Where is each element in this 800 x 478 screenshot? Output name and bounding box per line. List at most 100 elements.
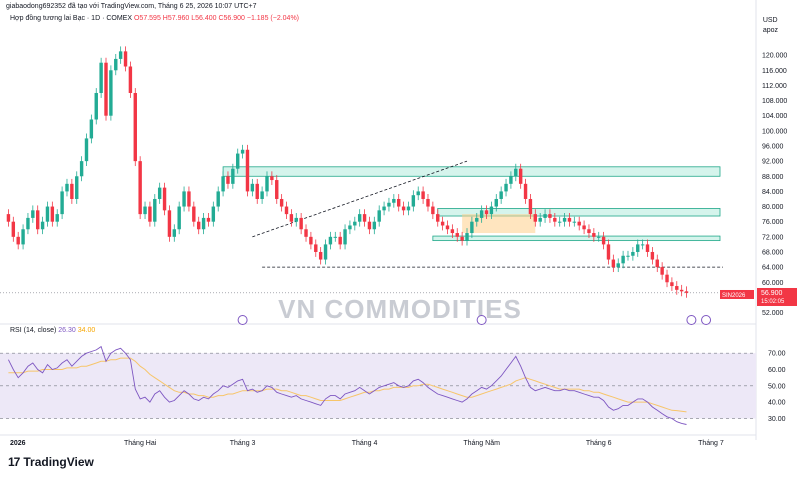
candle-body bbox=[543, 214, 547, 218]
orange-zone bbox=[462, 214, 536, 234]
price-tick-label: 100.000 bbox=[762, 128, 787, 135]
candle-body bbox=[679, 289, 684, 292]
candle-body bbox=[148, 206, 152, 222]
candle-body bbox=[357, 214, 362, 222]
candle-body bbox=[333, 236, 337, 238]
candle-body bbox=[372, 221, 377, 230]
candle-body bbox=[187, 191, 191, 207]
candle-body bbox=[216, 191, 220, 207]
candle-body bbox=[406, 206, 411, 211]
candle-body bbox=[636, 244, 640, 252]
candle-body bbox=[16, 236, 20, 245]
candle-body bbox=[294, 217, 298, 222]
candle-body bbox=[231, 168, 235, 184]
candle-body bbox=[445, 225, 450, 230]
candle-body bbox=[21, 229, 25, 245]
candle-body bbox=[562, 217, 567, 222]
candle-body bbox=[314, 244, 318, 252]
candle-body bbox=[655, 259, 659, 268]
candle-body bbox=[631, 251, 635, 256]
candle-body bbox=[475, 217, 479, 222]
candle-body bbox=[36, 210, 40, 230]
candle-body bbox=[275, 180, 279, 199]
rsi-value: 26.30 bbox=[58, 327, 76, 334]
candle-body bbox=[348, 225, 352, 230]
candle-body bbox=[260, 191, 264, 199]
candle-body bbox=[104, 62, 108, 116]
event-marker-icon bbox=[237, 315, 248, 325]
candle-body bbox=[470, 221, 474, 234]
price-tick-label: 120.000 bbox=[762, 53, 787, 60]
rsi-tick-label: 30.00 bbox=[768, 416, 786, 423]
candle-body bbox=[411, 195, 416, 207]
candle-body bbox=[426, 198, 430, 207]
candle-body bbox=[621, 255, 625, 264]
time-tick-label: Tháng 6 bbox=[586, 440, 612, 447]
candle-body bbox=[167, 210, 172, 237]
time-tick-label: Tháng 4 bbox=[352, 440, 378, 447]
price-tick-label: 64.000 bbox=[762, 265, 784, 272]
candle-body bbox=[392, 198, 396, 203]
time-tick-label: 2026 bbox=[10, 440, 26, 447]
last-price-tag bbox=[757, 287, 797, 306]
price-tick-label: 72.000 bbox=[762, 234, 784, 241]
price-tick-label: 76.000 bbox=[762, 219, 784, 226]
candle-body bbox=[65, 183, 69, 192]
time-tick-label: Tháng 7 bbox=[698, 440, 724, 447]
event-marker-icon bbox=[686, 315, 697, 325]
candle-body bbox=[592, 233, 596, 237]
candle-body bbox=[660, 267, 664, 275]
candle-body bbox=[528, 198, 533, 215]
candle-body bbox=[157, 187, 162, 199]
candle-body bbox=[587, 229, 591, 234]
candle-body bbox=[75, 176, 79, 199]
tradingview-logo[interactable]: 17 TradingView bbox=[8, 455, 94, 469]
candle-body bbox=[665, 274, 669, 283]
event-marker-icon bbox=[701, 315, 712, 325]
price-tick-label: 96.000 bbox=[762, 143, 784, 150]
candle-body bbox=[60, 191, 64, 215]
candle-body bbox=[504, 183, 508, 192]
candle-body bbox=[299, 217, 303, 230]
candle-body bbox=[99, 62, 103, 93]
chart-header: giabaodong692352 đã tạo với TradingView.… bbox=[6, 3, 257, 10]
candle-body bbox=[133, 92, 137, 162]
candle-body bbox=[270, 176, 274, 181]
time-tick-label: Tháng 3 bbox=[230, 440, 256, 447]
candle-body bbox=[436, 214, 440, 222]
candle-body bbox=[309, 236, 313, 245]
candle-body bbox=[650, 251, 655, 260]
candle-body bbox=[265, 176, 269, 192]
candle-body bbox=[640, 244, 645, 246]
rsi-legend: RSI (14, close) 26.30 34.00 bbox=[10, 327, 95, 334]
candle-body bbox=[118, 51, 123, 59]
ohlc-values: O57.595 H57.960 L56.400 C56.900 −1.185 (… bbox=[133, 15, 300, 22]
symbol-title[interactable]: Hợp đồng tương lai Bạc · 1D · COMEX bbox=[10, 15, 133, 22]
price-tick-label: 60.000 bbox=[762, 280, 784, 287]
candle-body bbox=[79, 161, 84, 177]
candle-body bbox=[143, 206, 147, 215]
rsi-label[interactable]: RSI (14, close) bbox=[10, 327, 57, 334]
candle-body bbox=[245, 149, 250, 192]
candle-body bbox=[455, 233, 459, 237]
price-tick-label: 80.000 bbox=[762, 204, 784, 211]
candle-body bbox=[606, 244, 611, 260]
candle-body bbox=[128, 66, 133, 93]
candle-body bbox=[440, 221, 445, 226]
currency-label[interactable]: USD apoz bbox=[763, 16, 778, 36]
price-tick-label: 112.000 bbox=[762, 83, 787, 90]
candle-body bbox=[201, 217, 206, 230]
candle-body bbox=[40, 221, 45, 230]
candle-body bbox=[416, 191, 420, 196]
symbol-tag-text: SIN2026 bbox=[722, 293, 746, 299]
candle-body bbox=[255, 183, 259, 199]
time-tick-label: Tháng Năm bbox=[463, 440, 500, 447]
candle-body bbox=[431, 206, 435, 215]
symbol-legend: Hợp đồng tương lai Bạc · 1D · COMEX O57.… bbox=[10, 15, 299, 22]
candle-body bbox=[323, 244, 328, 260]
candle-body bbox=[509, 176, 513, 184]
candle-body bbox=[387, 202, 391, 207]
candle-body bbox=[206, 217, 211, 222]
currency-sub: apoz bbox=[762, 27, 778, 34]
